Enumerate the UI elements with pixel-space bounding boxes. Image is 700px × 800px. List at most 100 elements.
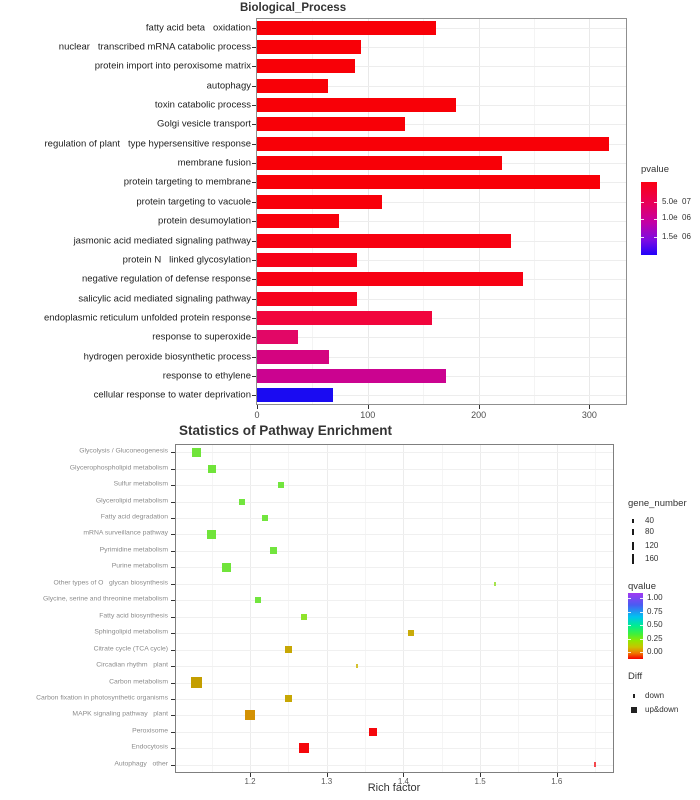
- y-axis-tick: [252, 240, 256, 242]
- gridline-horizontal: [176, 452, 613, 454]
- y-axis-tick: [171, 550, 175, 552]
- y-axis-tick: [171, 764, 175, 766]
- qvalue-legend: qvalue 1.00 0.75 0.50 0.25 0.00: [628, 581, 698, 663]
- go-bar: [257, 117, 406, 132]
- gridline-horizontal: [257, 317, 626, 319]
- y-axis-tick: [252, 395, 256, 397]
- y-axis-tick: [252, 47, 256, 49]
- y-axis-label: cellular response to water deprivation: [93, 389, 251, 401]
- gridline-vertical: [478, 18, 480, 405]
- colorbar-tick: [628, 625, 631, 626]
- x-tick-label: 0: [254, 410, 260, 420]
- gridline-vertical-major: [480, 444, 482, 773]
- y-axis-label: response to ethylene: [162, 370, 251, 382]
- gridline-horizontal: [257, 337, 626, 339]
- y-axis-label: membrane fusion: [177, 157, 251, 169]
- y-axis-label: Peroxisome: [132, 727, 168, 735]
- colorbar-tick: [628, 598, 631, 600]
- go-bar: [257, 78, 328, 93]
- y-axis-tick: [171, 666, 175, 668]
- go-bar: [257, 175, 601, 190]
- scatter-point: [277, 482, 284, 489]
- y-axis-tick: [252, 201, 256, 203]
- go-bar-chart: fatty acid beta oxidation nuclear transcr…: [43, 18, 627, 420]
- y-axis-label: Other types of O glycan biosynthesis: [53, 579, 168, 587]
- y-axis-label: endoplasmic reticulum unfolded protein r…: [43, 312, 251, 324]
- y-axis-tick: [171, 534, 175, 536]
- gridline-horizontal: [176, 501, 613, 503]
- go-bar: [257, 272, 523, 287]
- x-tick-label: 1.6: [551, 777, 563, 786]
- y-axis-label: Carbon fixation in photosynthetic organi…: [36, 694, 168, 702]
- gridline-vertical-minor: [518, 444, 520, 773]
- x-axis-tick: [326, 773, 328, 777]
- gridline-vertical: [589, 18, 591, 405]
- y-axis-tick: [171, 518, 175, 520]
- y-axis-tick: [252, 163, 256, 165]
- go-bar: [257, 20, 437, 35]
- gene-number-marker: [632, 529, 634, 535]
- gridline-vertical-minor: [288, 444, 290, 773]
- gridline-horizontal: [176, 682, 613, 684]
- x-axis-tick: [480, 773, 482, 777]
- scatter-point-down: [494, 581, 497, 586]
- diff-legend-label: up&down: [645, 704, 679, 714]
- gridline-vertical: [367, 18, 369, 405]
- gridline-vertical-major: [556, 444, 558, 773]
- gene-number-label: 120: [645, 541, 659, 550]
- gridline-horizontal: [176, 600, 613, 602]
- gridline-horizontal: [176, 567, 613, 569]
- gridline-horizontal: [176, 715, 613, 717]
- gridline-vertical-minor: [211, 444, 213, 773]
- scatter-point-down: [594, 762, 597, 768]
- colorbar-tick: [628, 611, 631, 613]
- y-axis-label: Carbon metabolism: [109, 678, 168, 686]
- qvalue-colorbar: [628, 593, 643, 659]
- gridline-horizontal: [176, 485, 613, 487]
- qvalue-legend-label: 1.00: [647, 593, 663, 603]
- qvalue-legend-label: 0.00: [647, 647, 663, 656]
- gridline-horizontal: [176, 518, 613, 520]
- y-axis-tick: [252, 105, 256, 107]
- gene-number-legend-title: gene_number: [628, 498, 687, 509]
- gridline-horizontal: [257, 27, 626, 29]
- gridline-horizontal: [176, 583, 613, 585]
- gridline-vertical-major: [326, 444, 328, 773]
- scatter-point: [222, 562, 232, 572]
- gridline-horizontal: [176, 748, 613, 750]
- colorbar-tick: [654, 201, 657, 203]
- y-axis-label: mRNA surveillance pathway: [83, 530, 168, 538]
- y-axis-label: Citrate cycle (TCA cycle): [93, 645, 168, 653]
- y-axis-label: response to superoxide: [152, 331, 251, 343]
- qvalue-legend-title: qvalue: [628, 581, 656, 592]
- gridline-vertical: [534, 18, 535, 405]
- gridline-horizontal: [176, 698, 613, 700]
- qvalue-legend-label: 0.25: [647, 633, 663, 643]
- scatter-point: [298, 743, 309, 754]
- y-axis-tick: [252, 124, 256, 126]
- y-axis-tick: [171, 731, 175, 733]
- y-axis-tick: [252, 182, 256, 184]
- y-axis-tick: [171, 715, 175, 717]
- gene-number-label: 80: [645, 527, 654, 536]
- x-tick-label: 1.4: [397, 777, 409, 786]
- x-axis-tick: [367, 405, 369, 409]
- y-axis-tick: [252, 221, 256, 223]
- go-chart-title: Biological_Process: [240, 2, 347, 14]
- y-axis-label: protein targeting to vacuole: [136, 196, 251, 208]
- colorbar-tick: [640, 652, 643, 653]
- y-axis-label: Pyrimidine metabolism: [99, 546, 168, 554]
- pvalue-legend: pvalue 5.0e 07 1.0e 06 1.5e 06: [641, 164, 700, 264]
- gridline-horizontal: [257, 298, 626, 300]
- colorbar-tick: [654, 218, 657, 220]
- go-bar: [257, 310, 433, 325]
- y-axis-label: hydrogen peroxide biosynthetic process: [83, 350, 251, 362]
- y-axis-tick: [171, 633, 175, 635]
- y-axis-label: Sphingolipid metabolism: [94, 628, 168, 636]
- gridline-vertical-minor: [365, 444, 367, 773]
- x-axis-tick: [589, 405, 591, 409]
- y-axis-tick: [171, 698, 175, 700]
- gene-number-marker: [632, 554, 634, 565]
- y-axis-label: autophagy: [206, 79, 251, 91]
